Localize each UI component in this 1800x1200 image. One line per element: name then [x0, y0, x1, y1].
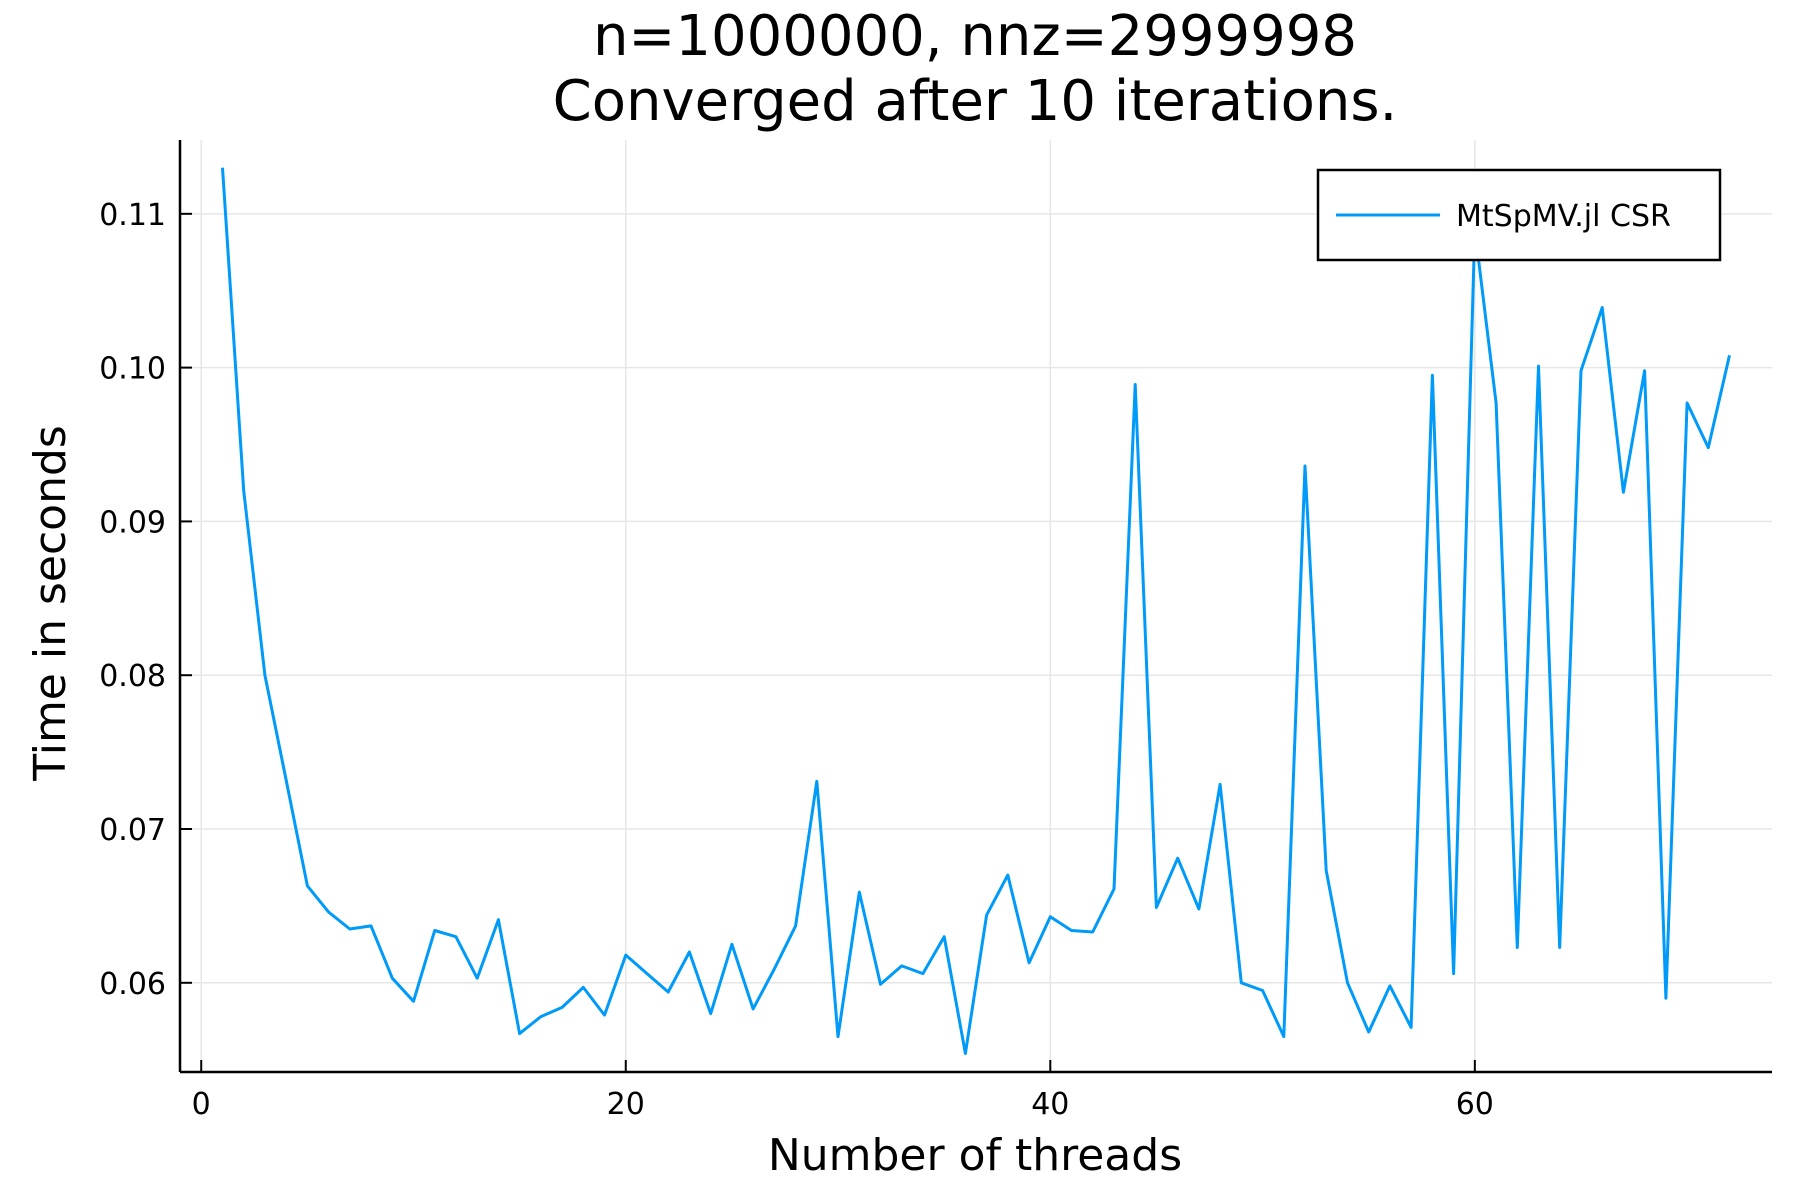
y-axis-label: Time in seconds [25, 425, 76, 782]
chart-title-line-1: n=1000000, nnz=2999998 [593, 4, 1357, 69]
series-line [221, 167, 1731, 1055]
x-tick-label: 60 [1456, 1087, 1494, 1122]
y-tick-label: 0.10 [99, 352, 166, 387]
legend-entry-label: MtSpMV.jl CSR [1456, 199, 1671, 234]
y-tick-label: 0.09 [99, 505, 166, 540]
y-tick-label: 0.06 [99, 967, 166, 1002]
x-tick-label: 40 [1031, 1087, 1069, 1122]
tick-labels: 0 20 40 60 0.06 0.07 0.08 0.09 0.10 0.11 [99, 198, 1494, 1122]
series-layer [221, 167, 1731, 1055]
axes [178, 140, 1772, 1074]
x-axis-label: Number of threads [768, 1130, 1182, 1181]
y-tick-label: 0.07 [99, 813, 166, 848]
legend: MtSpMV.jl CSR [1316, 168, 1722, 262]
chart-title-line-2: Converged after 10 iterations. [553, 69, 1398, 134]
grid-lines [180, 140, 1772, 1072]
y-tick-label: 0.11 [99, 198, 166, 233]
y-tick-label: 0.08 [99, 659, 166, 694]
x-tick-label: 20 [607, 1087, 645, 1122]
x-tick-label: 0 [192, 1087, 211, 1122]
